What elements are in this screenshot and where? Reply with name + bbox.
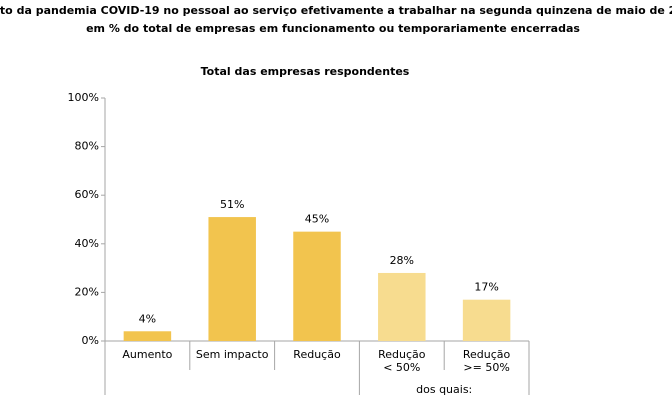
data-label: 4% [139,312,156,325]
data-label: 45% [305,213,329,226]
y-tick-label: 60% [75,188,99,201]
chart-subtitle: Total das empresas respondentes [201,65,410,78]
x-tick-label: Aumento [122,348,172,361]
bar [378,272,426,341]
group-label: dos quais: [416,383,472,396]
bar [208,217,256,341]
bar [123,331,172,341]
y-tick-label: 0% [82,334,99,347]
x-tick-label: Redução [378,348,426,361]
data-label: 17% [474,281,498,294]
x-tick-label: >= 50% [463,361,509,374]
data-label: 51% [220,198,244,211]
bar [293,231,341,341]
chart-title: em % do total de empresas em funcionamen… [86,22,580,35]
y-tick-label: 100% [68,91,99,104]
x-tick-label: < 50% [383,361,420,374]
x-tick-label: Sem impacto [196,348,269,361]
x-tick-label: Redução [463,348,511,361]
y-tick-label: 40% [75,237,99,250]
y-tick-label: 20% [75,285,99,298]
bar [462,299,511,341]
y-tick-label: 80% [75,140,99,153]
chart-title: Impacto da pandemia COVID-19 no pessoal … [0,4,672,17]
data-label: 28% [390,254,414,267]
x-tick-label: Redução [293,348,341,361]
